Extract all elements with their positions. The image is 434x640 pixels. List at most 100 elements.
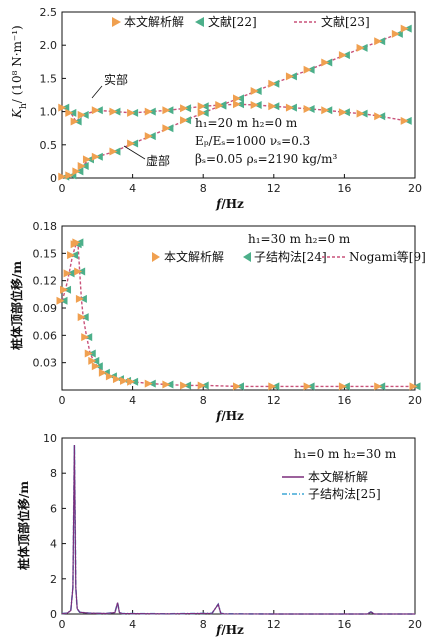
y-tick-label: 0.18 xyxy=(33,220,58,233)
annotation-mod-params: Eₚ/Eₛ=1000 νₛ=0.3 xyxy=(195,134,310,148)
point-analytical xyxy=(72,167,81,176)
series-line-nogami xyxy=(61,240,415,388)
x-tick-label: 16 xyxy=(337,394,351,407)
y-tick-label: 6 xyxy=(50,502,57,515)
y-tick-label: 0.03 xyxy=(33,357,58,370)
y-ticks-2: 0.03 0.06 0.09 0.12 0.15 0.18 xyxy=(33,220,66,370)
point-analytical xyxy=(162,380,171,389)
x-tick-label: 16 xyxy=(337,182,351,195)
point-analytical xyxy=(215,101,224,110)
point-analytical xyxy=(88,356,97,365)
annotation-imag-arrow xyxy=(123,145,146,160)
point-analytical xyxy=(374,112,383,121)
y-tick-label: 0.12 xyxy=(33,275,58,288)
point-analytical xyxy=(109,107,118,116)
x-tick-label: 4 xyxy=(129,618,136,631)
point-analytical xyxy=(127,377,136,386)
y-tick-label: 0.09 xyxy=(33,302,58,315)
point-analytical xyxy=(162,124,171,133)
point-analytical xyxy=(77,162,86,171)
x-axis-label-3: f/Hz xyxy=(215,623,244,637)
point-analytical xyxy=(144,379,153,388)
y-tick-label: 8 xyxy=(50,467,57,480)
point-analytical xyxy=(75,294,84,303)
point-analytical xyxy=(233,94,241,103)
annotation-h-params-3: h₁=0 m h₂=30 m xyxy=(294,447,397,461)
legend-label-substructure-3: 子结构法[25] xyxy=(308,486,381,501)
point-analytical xyxy=(197,102,206,111)
point-analytical xyxy=(144,132,153,141)
point-analytical xyxy=(321,106,330,115)
point-analytical xyxy=(285,72,294,81)
point-analytical xyxy=(180,381,189,390)
x-tick-label: 20 xyxy=(408,394,422,407)
point-analytical xyxy=(400,116,409,125)
plot-area-1 xyxy=(61,11,416,179)
point-analytical xyxy=(84,349,93,358)
y-tick-label: 1.0 xyxy=(40,106,58,119)
point-analytical xyxy=(356,109,365,118)
x-tick-label: 20 xyxy=(408,618,422,631)
legend-label-analytical-3: 本文解析解 xyxy=(308,469,368,484)
point-analytical xyxy=(81,333,90,342)
x-tick-label: 16 xyxy=(337,618,351,631)
point-analytical xyxy=(56,296,65,305)
series-line-real xyxy=(63,103,407,123)
y-tick-label: 0 xyxy=(50,172,57,185)
point-analytical xyxy=(374,382,383,391)
point-analytical xyxy=(338,382,347,391)
point-analytical xyxy=(233,382,241,391)
point-analytical xyxy=(63,269,72,278)
legend-label-nogami: Nogami等[9] xyxy=(349,250,426,264)
point-analytical xyxy=(65,171,74,180)
y-tick-label: 0 xyxy=(50,608,57,621)
point-analytical xyxy=(91,106,100,115)
point-analytical xyxy=(91,152,100,161)
legend-label-analytical: 本文解析解 xyxy=(124,14,184,29)
point-analytical xyxy=(70,117,79,126)
point-analytical xyxy=(285,103,294,112)
chart-panel-3: 0 4 8 12 16 20 0 2 4 6 8 10 桩体顶部位移/m f/Hz h₁=0 m h… xyxy=(16,432,422,637)
y-tick-label: 2 xyxy=(50,573,57,586)
chart-panel-1: 0 4 8 12 16 20 0 0.5 1.0 1.5 2.0 2.5 Kh/ (10⁸ N·m⁻… xyxy=(10,6,422,211)
point-analytical xyxy=(338,108,347,117)
x-axis-label-2: f/Hz xyxy=(215,409,244,423)
point-analytical xyxy=(180,104,189,113)
point-analytical xyxy=(303,104,312,113)
point-analytical xyxy=(72,238,81,247)
chart-panel-2: 0 4 8 12 16 20 0.03 0.06 0.09 0.12 0.15 0.18 桩体顶部位… xyxy=(9,220,426,423)
y-tick-label: 0.06 xyxy=(33,329,58,342)
x-tick-label: 12 xyxy=(267,618,281,631)
point-analytical xyxy=(162,106,171,115)
point-analytical xyxy=(250,100,259,109)
y-tick-label: 4 xyxy=(50,538,57,551)
point-analytical xyxy=(250,87,259,96)
annotation-imag-part: 虚部 xyxy=(146,153,170,168)
point-analytical xyxy=(105,372,114,381)
x-tick-label: 0 xyxy=(59,394,66,407)
point-analytical xyxy=(58,172,67,181)
point-analytical xyxy=(127,108,136,117)
point-analytical xyxy=(127,139,136,148)
legend-3: 本文解析解 子结构法[25] xyxy=(282,469,381,501)
series-1 xyxy=(58,24,412,181)
point-analytical xyxy=(268,79,277,88)
point-analytical xyxy=(82,155,91,164)
annotation-damp-params: βₛ=0.05 ρₛ=2190 kg/m³ xyxy=(195,152,337,166)
point-analytical xyxy=(120,376,129,385)
point-analytical xyxy=(180,116,189,125)
y-axis-label-2: 桩体顶部位移/m xyxy=(9,261,24,350)
y-tick-label: 2.5 xyxy=(40,6,58,19)
x-ticks-3: 0 4 8 12 16 20 xyxy=(59,610,422,631)
legend-label-ref23: 文献[23] xyxy=(321,14,370,29)
x-tick-label: 12 xyxy=(267,394,281,407)
annotation-real-arrow xyxy=(91,85,103,99)
point-analytical xyxy=(77,110,86,119)
annotation-h-params-1: h₁=20 m h₂=0 m xyxy=(195,116,298,130)
point-analytical xyxy=(197,381,206,390)
point-analytical xyxy=(67,251,76,260)
point-analytical xyxy=(98,368,107,377)
y-tick-label: 0.5 xyxy=(40,139,58,152)
x-tick-label: 8 xyxy=(200,618,207,631)
